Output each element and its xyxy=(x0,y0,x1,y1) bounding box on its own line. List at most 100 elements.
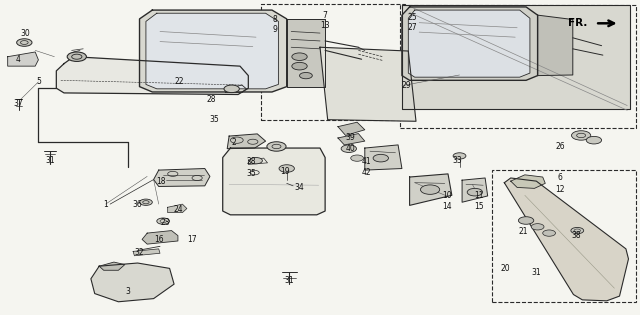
Text: 29: 29 xyxy=(401,81,412,90)
Polygon shape xyxy=(99,262,125,270)
Polygon shape xyxy=(142,231,178,244)
Circle shape xyxy=(140,199,152,205)
Text: 36: 36 xyxy=(132,200,143,209)
Text: 31: 31 xyxy=(284,277,294,285)
Circle shape xyxy=(292,53,307,60)
Bar xyxy=(492,170,636,302)
Circle shape xyxy=(279,165,294,172)
Text: 11: 11 xyxy=(474,192,483,200)
Circle shape xyxy=(467,188,483,196)
Text: 1: 1 xyxy=(103,200,108,209)
Text: 26: 26 xyxy=(555,142,565,151)
Polygon shape xyxy=(462,178,488,202)
Polygon shape xyxy=(410,174,452,205)
Circle shape xyxy=(300,72,312,79)
Polygon shape xyxy=(168,204,187,213)
Text: 28: 28 xyxy=(207,95,216,104)
Circle shape xyxy=(351,155,364,161)
Text: 41: 41 xyxy=(361,157,371,166)
Bar xyxy=(400,5,636,128)
Circle shape xyxy=(224,85,239,93)
Text: 19: 19 xyxy=(280,167,290,176)
Circle shape xyxy=(543,230,556,236)
Text: 31: 31 xyxy=(45,156,55,165)
Polygon shape xyxy=(225,85,246,93)
Text: 32: 32 xyxy=(134,248,145,257)
Polygon shape xyxy=(338,122,365,135)
Polygon shape xyxy=(320,47,416,121)
Bar xyxy=(261,4,405,120)
Polygon shape xyxy=(227,134,266,149)
Polygon shape xyxy=(56,57,248,94)
Polygon shape xyxy=(8,52,38,66)
Text: 9: 9 xyxy=(273,26,278,34)
Text: 2: 2 xyxy=(231,138,236,147)
Text: 37: 37 xyxy=(13,100,23,108)
Text: 18: 18 xyxy=(157,177,166,186)
Text: 40: 40 xyxy=(346,144,356,152)
Text: 30: 30 xyxy=(20,29,31,37)
Text: 38: 38 xyxy=(571,231,581,240)
Text: 27: 27 xyxy=(408,23,418,32)
Text: 35: 35 xyxy=(246,169,257,178)
Text: 35: 35 xyxy=(209,115,220,124)
Polygon shape xyxy=(248,158,268,164)
Circle shape xyxy=(420,185,440,194)
Polygon shape xyxy=(511,175,545,188)
Text: 34: 34 xyxy=(294,183,305,192)
Polygon shape xyxy=(91,263,174,302)
Text: 21: 21 xyxy=(519,227,528,236)
Circle shape xyxy=(157,218,170,224)
Text: 22: 22 xyxy=(175,77,184,86)
Circle shape xyxy=(531,224,544,230)
Circle shape xyxy=(267,142,286,151)
Text: 25: 25 xyxy=(408,13,418,22)
Circle shape xyxy=(572,131,591,140)
Circle shape xyxy=(67,52,86,61)
Text: 4: 4 xyxy=(15,55,20,64)
Text: 28: 28 xyxy=(247,157,256,166)
Circle shape xyxy=(518,217,534,224)
Circle shape xyxy=(17,39,32,46)
Polygon shape xyxy=(140,10,287,92)
Text: 7: 7 xyxy=(323,11,328,20)
Text: 24: 24 xyxy=(173,205,183,214)
Text: 8: 8 xyxy=(273,15,278,24)
Text: FR.: FR. xyxy=(568,18,588,28)
Text: 23: 23 xyxy=(160,218,170,226)
Polygon shape xyxy=(133,249,160,256)
Text: 12: 12 xyxy=(556,185,564,193)
Polygon shape xyxy=(402,7,538,80)
Polygon shape xyxy=(146,13,278,89)
Text: 33: 33 xyxy=(452,156,463,164)
Text: 13: 13 xyxy=(320,21,330,30)
Circle shape xyxy=(250,158,262,164)
Text: 31: 31 xyxy=(531,268,541,277)
Circle shape xyxy=(341,145,356,152)
Polygon shape xyxy=(338,134,365,145)
Text: 42: 42 xyxy=(361,168,371,177)
Polygon shape xyxy=(402,5,630,109)
Text: 14: 14 xyxy=(442,202,452,211)
Polygon shape xyxy=(223,148,325,215)
Circle shape xyxy=(453,153,466,159)
Polygon shape xyxy=(365,145,402,170)
Circle shape xyxy=(292,62,307,70)
Text: 20: 20 xyxy=(500,264,511,273)
Text: 3: 3 xyxy=(125,287,131,296)
Polygon shape xyxy=(287,19,325,87)
Polygon shape xyxy=(154,169,210,186)
Polygon shape xyxy=(504,178,628,301)
Circle shape xyxy=(571,227,584,234)
Text: 5: 5 xyxy=(36,77,41,86)
Text: 6: 6 xyxy=(557,174,563,182)
Text: 39: 39 xyxy=(346,133,356,141)
Text: 15: 15 xyxy=(474,202,484,211)
Polygon shape xyxy=(538,15,573,76)
Text: 16: 16 xyxy=(154,235,164,244)
Polygon shape xyxy=(408,10,530,77)
Circle shape xyxy=(586,136,602,144)
Circle shape xyxy=(373,154,388,162)
Text: 17: 17 xyxy=(187,235,197,244)
Text: 10: 10 xyxy=(442,192,452,200)
